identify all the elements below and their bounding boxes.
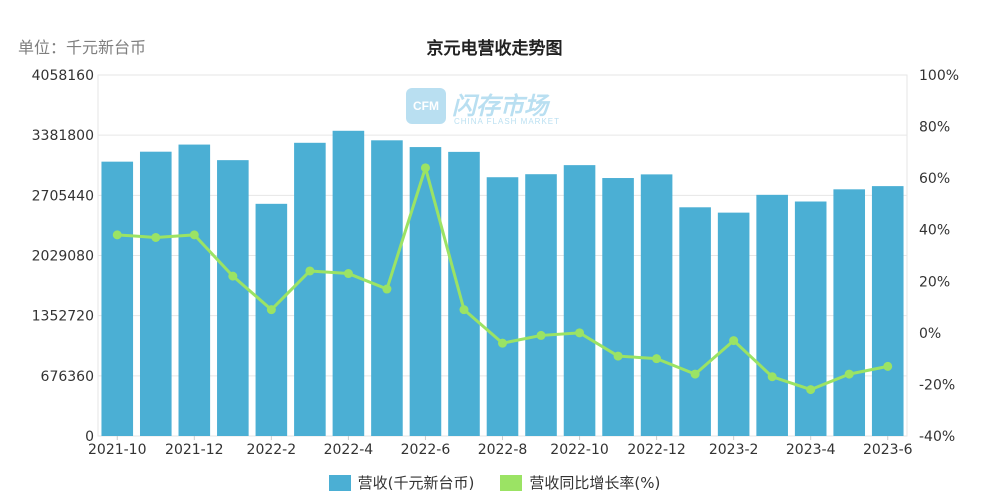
legend-swatch-revenue (328, 474, 351, 491)
line-point (343, 269, 353, 279)
bar (448, 151, 480, 436)
bar (486, 177, 519, 436)
line-point (189, 230, 199, 240)
y-right-tick-label: 60% (919, 171, 950, 187)
x-tick-label: 2022-4 (324, 442, 374, 458)
y-right-tick-label: 0% (919, 326, 941, 342)
legend-label-revenue: 营收(千元新台币) (357, 474, 475, 492)
x-tick-label: 2022-2 (247, 442, 297, 458)
y-left-tick-label: 2705440 (32, 188, 94, 204)
x-tick-label: 2023-4 (786, 442, 836, 458)
bar (101, 161, 134, 436)
y-axis-right: -40% -20% 0% 20% 40% 60% 80% 100% (919, 68, 959, 445)
line-point (498, 338, 507, 348)
line-point (266, 305, 276, 315)
x-tick-label: 2022-8 (478, 442, 528, 458)
y-left-tick-label: 1352720 (32, 309, 94, 325)
x-axis: 2021-10 2021-12 2022-2 2022-4 2022-6 2022-8 20… (88, 436, 913, 458)
line-point (382, 284, 392, 294)
bar (294, 142, 326, 436)
line-point (112, 230, 122, 240)
bar (602, 178, 634, 436)
bar (217, 160, 249, 436)
bar (833, 189, 866, 436)
line-point (690, 369, 700, 379)
legend: 营收(千元新台币) 营收同比增长率(%) (0, 472, 989, 493)
watermark: CFM 闪存市场 CHINA FLASH MARKET (406, 86, 584, 130)
line-point (151, 232, 161, 242)
y-left-tick-label: 3381800 (32, 128, 94, 144)
y-left-tick-label: 2029080 (32, 249, 94, 265)
watermark-subtitle: CHINA FLASH MARKET (454, 117, 561, 126)
line-point (729, 336, 739, 346)
line-point (767, 372, 777, 382)
legend-item-growth[interactable]: 营收同比增长率(%) (500, 472, 660, 493)
line-point (305, 266, 315, 276)
line-series (112, 163, 893, 395)
bar (525, 174, 557, 436)
y-right-tick-label: 100% (919, 68, 959, 84)
y-right-tick-label: -40% (919, 429, 955, 445)
y-right-tick-label: 40% (919, 223, 950, 239)
bar-series (101, 130, 904, 436)
line-point (844, 369, 854, 379)
line-point (806, 385, 816, 395)
y-left-tick-label: 4058160 (32, 68, 94, 84)
line-point (883, 361, 893, 371)
x-tick-label: 2021-10 (88, 442, 147, 458)
watermark-name: 闪存市场 (452, 92, 548, 120)
legend-item-revenue[interactable]: 营收(千元新台币) (328, 472, 475, 493)
y-right-tick-label: -20% (919, 377, 955, 393)
bar (563, 165, 596, 436)
line-point (652, 354, 662, 364)
bar (717, 212, 750, 436)
y-right-tick-label: 80% (919, 120, 950, 136)
bar (178, 144, 211, 436)
x-tick-label: 2021-12 (165, 442, 224, 458)
bar (409, 147, 442, 436)
x-tick-label: 2023-2 (709, 442, 759, 458)
bar (255, 203, 288, 436)
x-tick-label: 2023-6 (863, 442, 913, 458)
line-point (536, 330, 546, 340)
bar (871, 186, 904, 436)
unit-label: 单位：千元新台币 (18, 38, 147, 57)
x-tick-label: 2022-12 (627, 442, 686, 458)
watermark-logo: CFM (406, 88, 446, 124)
legend-label-growth: 营收同比增长率(%) (529, 474, 661, 492)
line-point (575, 328, 585, 338)
bar (640, 174, 673, 436)
chart-title: 京元电营收走势图 (426, 39, 563, 59)
y-axis-left: 0 676360 1352720 2029080 2705440 3381800 40581… (32, 68, 94, 445)
line-point (228, 271, 238, 281)
bar (679, 207, 711, 436)
line-point (459, 305, 469, 315)
x-tick-label: 2022-6 (401, 442, 451, 458)
line-point (613, 351, 623, 361)
y-left-tick-label: 0 (85, 429, 94, 445)
bar (756, 194, 788, 436)
legend-swatch-growth (500, 474, 523, 491)
y-left-tick-label: 676360 (41, 369, 94, 385)
y-right-tick-label: 20% (919, 274, 950, 290)
bar (139, 151, 172, 436)
line-point (420, 163, 430, 173)
bar (332, 130, 365, 436)
x-tick-label: 2022-10 (550, 442, 609, 458)
bar (794, 201, 827, 436)
